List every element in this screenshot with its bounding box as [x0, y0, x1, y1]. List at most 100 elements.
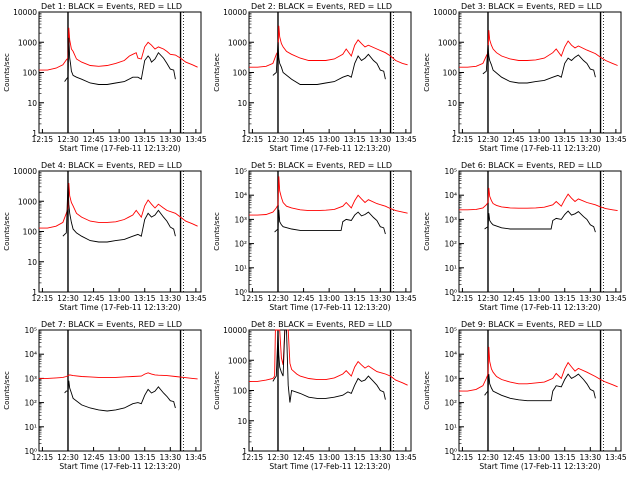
y-tick-label: 1: [32, 288, 37, 297]
x-tick-label: 13:00: [528, 453, 550, 462]
y-tick-label: 1: [452, 129, 457, 138]
x-tick-label: 13:15: [344, 453, 366, 462]
x-tick-label: 12:15: [452, 135, 474, 144]
x-tick-label: 13:00: [108, 135, 130, 144]
x-tick-label: 12:45: [83, 453, 105, 462]
x-tick-label: 13:45: [395, 453, 417, 462]
x-tick-label: 13:30: [369, 135, 391, 144]
y-axis-label: Counts/sec: [3, 212, 11, 251]
x-tick-label: 12:15: [452, 453, 474, 462]
x-tick-label: 13:15: [134, 135, 156, 144]
y-tick-label: 10³: [444, 374, 457, 383]
x-tick-label: 13:30: [579, 453, 601, 462]
lld-series-line: [459, 187, 618, 212]
y-tick-label: 10000: [13, 8, 37, 17]
y-tick-label: 10³: [444, 215, 457, 224]
x-tick-label: 12:30: [477, 135, 499, 144]
panel-title: Det 6: BLACK = Events, RED = LLD: [461, 161, 602, 170]
panel-title: Det 9: BLACK = Events, RED = LLD: [461, 320, 602, 329]
x-tick-label: 13:00: [108, 294, 130, 303]
x-tick-label: 13:30: [159, 453, 181, 462]
y-tick-label: 10⁵: [234, 167, 247, 176]
x-axis-label: Start Time (17-Feb-11 12:13:20): [479, 462, 600, 471]
y-tick-label: 10²: [234, 240, 247, 249]
events-series-line: [272, 42, 386, 85]
plot-frame: [248, 170, 412, 293]
x-tick-label: 12:15: [242, 294, 264, 303]
x-tick-label: 12:30: [477, 294, 499, 303]
y-tick-label: 100: [233, 69, 248, 78]
events-series-line: [62, 182, 176, 243]
x-tick-label: 12:45: [83, 135, 105, 144]
panel-title: Det 3: BLACK = Events, RED = LLD: [461, 2, 602, 11]
y-axis-label: Counts/sec: [423, 53, 431, 92]
lld-series-line: [249, 25, 408, 68]
y-tick-label: 100: [23, 228, 38, 237]
x-tick-label: 12:45: [293, 294, 315, 303]
x-tick-label: 12:30: [477, 453, 499, 462]
x-tick-label: 12:45: [503, 135, 525, 144]
x-tick-label: 12:30: [267, 135, 289, 144]
lld-series-line: [249, 176, 408, 216]
y-tick-label: 10000: [13, 167, 37, 176]
x-tick-label: 13:45: [185, 453, 207, 462]
x-tick-label: 13:15: [344, 294, 366, 303]
y-tick-label: 10000: [223, 8, 247, 17]
y-tick-label: 1000: [438, 38, 457, 47]
x-tick-label: 13:45: [395, 294, 417, 303]
y-tick-label: 1000: [228, 38, 247, 47]
events-series-line: [272, 329, 386, 403]
x-tick-label: 13:15: [134, 294, 156, 303]
x-tick-label: 13:00: [318, 135, 340, 144]
x-tick-label: 13:15: [344, 135, 366, 144]
x-tick-label: 12:45: [503, 294, 525, 303]
y-tick-label: 10⁰: [444, 288, 457, 297]
panel-title: Det 4: BLACK = Events, RED = LLD: [41, 161, 182, 170]
x-tick-label: 13:00: [528, 294, 550, 303]
x-tick-label: 12:15: [452, 294, 474, 303]
y-tick-label: 10²: [444, 240, 457, 249]
y-tick-label: 100: [443, 69, 458, 78]
plot-frame: [458, 170, 622, 293]
plot-frame: [248, 329, 412, 452]
y-tick-label: 10⁴: [444, 350, 457, 359]
events-series-line: [484, 210, 596, 233]
y-tick-label: 10⁴: [234, 191, 247, 200]
y-tick-label: 10³: [24, 374, 37, 383]
x-axis-label: Start Time (17-Feb-11 12:13:20): [479, 144, 600, 153]
y-tick-label: 10¹: [234, 264, 247, 273]
lld-series-line: [39, 372, 198, 380]
x-axis-label: Start Time (17-Feb-11 12:13:20): [59, 303, 180, 312]
y-tick-label: 1: [242, 129, 247, 138]
x-tick-label: 13:15: [134, 453, 156, 462]
y-axis-label: Counts/sec: [3, 371, 11, 410]
x-tick-label: 13:45: [605, 294, 627, 303]
x-tick-label: 12:45: [83, 294, 105, 303]
y-tick-label: 10⁰: [444, 447, 457, 456]
plot-frame: [458, 329, 622, 452]
y-tick-label: 10⁵: [24, 326, 37, 335]
x-tick-label: 13:30: [369, 294, 391, 303]
panel-title: Det 8: BLACK = Events, RED = LLD: [251, 320, 392, 329]
y-tick-label: 10⁵: [444, 326, 457, 335]
x-axis-label: Start Time (17-Feb-11 12:13:20): [269, 144, 390, 153]
plot-frame: [38, 329, 202, 452]
x-tick-label: 12:15: [242, 453, 264, 462]
x-tick-label: 13:15: [554, 294, 576, 303]
x-tick-label: 13:00: [108, 453, 130, 462]
lld-series-line: [249, 329, 408, 386]
x-tick-label: 12:15: [242, 135, 264, 144]
x-tick-label: 13:45: [605, 135, 627, 144]
y-tick-label: 10²: [444, 399, 457, 408]
y-axis-label: Counts/sec: [213, 212, 221, 251]
x-axis-label: Start Time (17-Feb-11 12:13:20): [59, 144, 180, 153]
plot-frame: [38, 11, 202, 134]
x-tick-label: 12:45: [503, 453, 525, 462]
events-series-line: [64, 380, 176, 412]
x-tick-label: 12:30: [57, 294, 79, 303]
